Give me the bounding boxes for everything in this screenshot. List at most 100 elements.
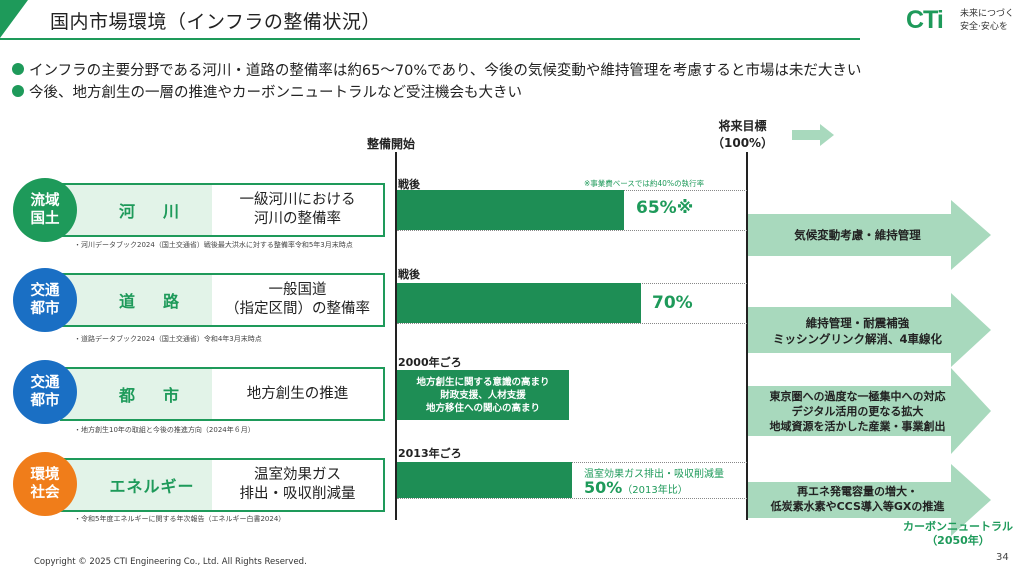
copyright: Copyright © 2025 CTI Engineering Co., Lt… [34,557,307,567]
bar-text-line2: 財政支援、人材支援 [440,389,526,401]
percent-road: 70% [652,293,693,313]
circle-line2: 都市 [30,393,60,409]
note-river: ※事業費ベースでは約40%の執行率 [584,179,705,188]
arrow-city [746,368,991,454]
arrow-road [746,293,991,367]
carbon-neutral-line1: カーボンニュートラル [903,520,1013,533]
bar-text-line1: 地方創生に関する意識の高まり [416,376,550,388]
goal-label-line2: （100%） [712,136,774,150]
arrow-text-line3: 地域資源を活かした産業・事業創出 [769,420,946,433]
arrow-text-line1: 再エネ発電容量の増大・ [797,485,918,498]
domain-circle-transport-road: 交通 都市 [13,268,77,332]
desc-road: 一般国道 （指定区間）の整備率 [212,275,383,325]
bullet-dot-icon [12,85,24,97]
arrow-river [746,200,991,270]
desc-line1: 一般国道 [268,282,327,298]
goal-line [746,152,748,520]
arrow-text-river: 気候変動考慮・維持管理 [750,227,965,243]
row-box-road: 道 路 一般国道 （指定区間）の整備率 [60,273,385,327]
bar-energy [397,462,572,498]
circle-line1: 交通 [30,375,60,391]
circle-line2: 都市 [30,301,60,317]
era-river: 戦後 [398,178,420,191]
category-river: 河 川 [62,185,212,235]
desc-line2: 排出・吸収削減量 [239,486,356,502]
company-logo: CTi 未来につづく 安全·安心を [900,4,1024,38]
era-energy: 2013年ごろ [398,447,462,460]
percent-river: 65%※ [636,198,694,218]
bullet-item: インフラの主要分野である河川・道路の整備率は約65～70%であり、今後の気候変動… [12,58,861,80]
arrow-text-line2: ミッシングリンク解消、4車線化 [773,332,942,346]
carbon-neutral-label: カーボンニュートラル （2050年） [893,520,1023,548]
desc-river: 一級河川における 河川の整備率 [212,185,383,235]
desc-line1: 一級河川における [239,192,356,208]
bullet-text: 今後、地方創生の一層の推進やカーボンニュートラルなど受注機会も大きい [29,84,522,101]
desc-line2: 河川の整備率 [254,211,341,227]
percent-energy-sub: （2013年比） [622,485,688,496]
bullet-text: インフラの主要分野である河川・道路の整備率は約65～70%であり、今後の気候変動… [29,62,862,79]
source-city: ・地方創生10年の取組と今後の推進方向（2024年６月） [74,426,255,434]
start-line [395,152,397,520]
row-box-city: 都 市 地方創生の推進 [60,367,385,421]
bar-text-line3: 地方移住への関心の高まり [425,402,540,414]
bullet-dot-icon [12,63,24,75]
dotted-bottom-river [397,230,747,231]
circle-line1: 流域 [30,193,60,209]
desc-line2: （指定区間）の整備率 [225,301,370,317]
future-arrow-icon [792,124,834,146]
title-bar: 国内市場環境（インフラの整備状況） [0,0,860,38]
row-box-river: 河 川 一級河川における 河川の整備率 [60,183,385,237]
start-label: 整備開始 [367,137,416,151]
carbon-neutral-line2: （2050年） [926,534,990,547]
era-road: 戦後 [398,268,420,281]
arrow-text-city: 東京圏への過度な一極集中への対応 デジタル活用の更なる拡大 地域資源を活かした産… [750,389,965,434]
source-road: ・道路データブック2024（国土交通省）令和4年3月末時点 [74,335,262,343]
circle-line2: 国土 [30,211,60,227]
desc-energy: 温室効果ガス 排出・吸収削減量 [212,460,383,510]
arrow-text-energy: 再エネ発電容量の増大・ 低炭素水素やCCS導入等GXの推進 [750,484,965,514]
arrow-text-line1: 維持管理・耐震補強 [805,316,910,330]
arrow-text-line2: 低炭素水素やCCS導入等GXの推進 [770,500,945,513]
desc-city: 地方創生の推進 [212,369,383,419]
arrow-text-road: 維持管理・耐震補強 ミッシングリンク解消、4車線化 [750,315,965,347]
bullet-item: 今後、地方創生の一層の推進やカーボンニュートラルなど受注機会も大きい [12,80,861,102]
bar-road [397,283,642,323]
circle-line1: 交通 [30,283,60,299]
title-accent-triangle [0,0,28,38]
domain-circle-environment: 環境 社会 [13,452,77,516]
dotted-top-energy [397,462,747,463]
desc-line1: 温室効果ガス [254,467,341,483]
logo-slogan-line1: 未来につづく [960,9,1015,19]
percent-energy: 50%（2013年比） [584,478,688,497]
domain-circle-basin: 流域 国土 [13,178,77,242]
bar-river [397,190,624,230]
category-road: 道 路 [62,275,212,325]
circle-line2: 社会 [30,485,60,501]
page-number: 34 [996,552,1009,563]
page-title: 国内市場環境（インフラの整備状況） [50,11,381,33]
arrow-text-line2: デジタル活用の更なる拡大 [791,405,924,418]
row-box-energy: エネルギー 温室効果ガス 排出・吸収削減量 [60,458,385,512]
title-underline [0,38,860,40]
energy-bar-label: 温室効果ガス排出・吸収削減量 [584,469,724,480]
source-river: ・河川データブック2024（国土交通省）戦後最大洪水に対する整備率令和5年3月末… [74,241,353,249]
category-energy: エネルギー [62,460,212,510]
logo-slogan-line2: 安全·安心を [960,22,1008,32]
circle-line1: 環境 [30,467,60,483]
arrow-energy [746,464,991,536]
desc-line1: 地方創生の推進 [246,385,349,402]
arrow-text-line1: 気候変動考慮・維持管理 [794,228,921,242]
bullet-list: インフラの主要分野である河川・道路の整備率は約65～70%であり、今後の気候変動… [12,58,861,102]
arrow-text-line1: 東京圏への過度な一極集中への対応 [769,390,946,403]
logo-mark: CTi [906,6,944,34]
goal-label: 将来目標 （100%） [712,118,773,152]
era-city: 2000年ごろ [398,356,462,369]
dotted-bottom-road [397,323,747,324]
source-energy: ・令和5年度エネルギーに関する年次報告（エネルギー白書2024） [74,515,286,523]
logo-slogan: 未来につづく 安全·安心を [960,8,1014,34]
category-city: 都 市 [62,369,212,419]
bar-city: 地方創生に関する意識の高まり 財政支援、人材支援 地方移住への関心の高まり [397,370,569,420]
dotted-bottom-energy [397,498,747,499]
domain-circle-transport-city: 交通 都市 [13,360,77,424]
goal-label-line1: 将来目標 [718,119,767,133]
